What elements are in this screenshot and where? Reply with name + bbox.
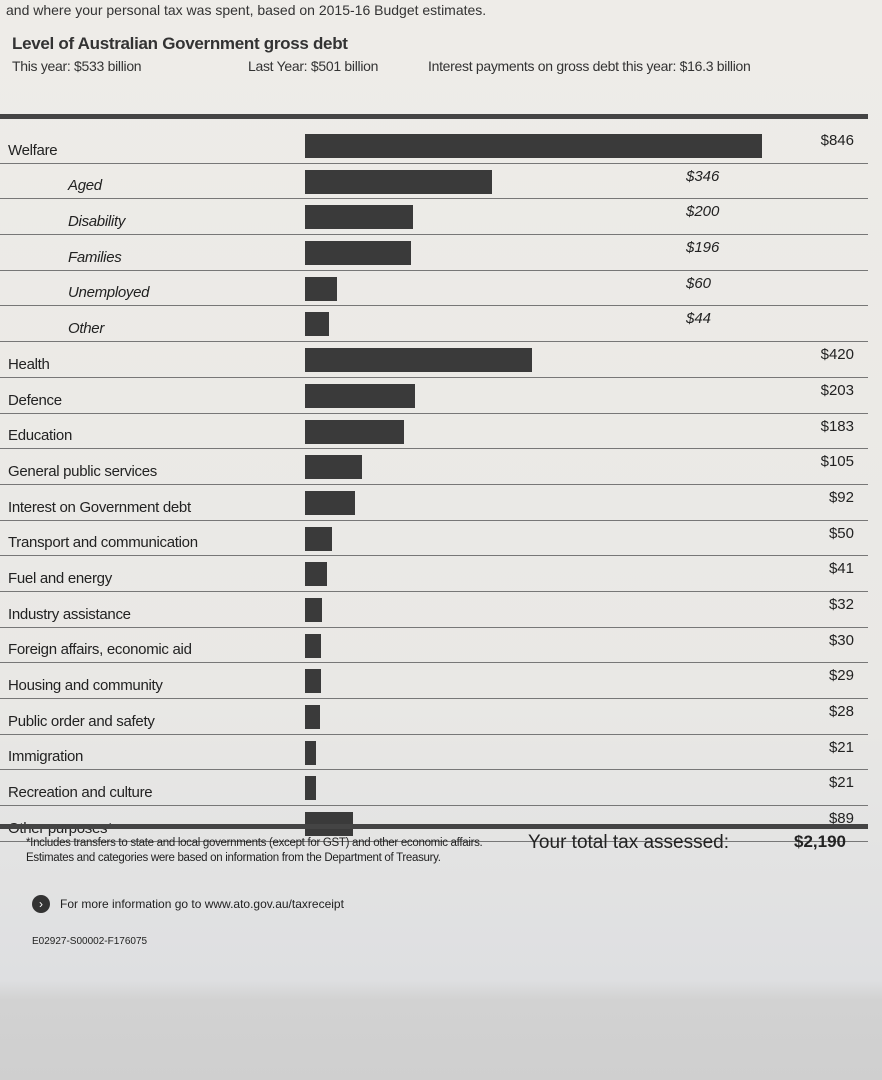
category-label: Industry assistance (8, 605, 131, 623)
chart-row: General public services $105 (0, 449, 868, 485)
value-label: $846 (820, 132, 854, 149)
debt-this-year: This year: $533 billion (12, 58, 142, 74)
chart-row: Defence $203 (0, 378, 868, 414)
value-label: $21 (828, 738, 854, 756)
spending-bar-chart: Welfare $846 Aged $346 Disability $200 Familie… (0, 128, 868, 842)
value-label: $50 (828, 524, 854, 542)
bar (305, 134, 762, 158)
category-label: Public order and safety (8, 712, 155, 730)
category-label: Recreation and culture (8, 784, 153, 802)
total-value: $2,190 (794, 832, 846, 851)
bar (305, 205, 414, 230)
category-label: Foreign affairs, economic aid (8, 641, 192, 659)
category-label: General public services (8, 462, 158, 480)
bar (305, 455, 362, 480)
more-info-text: For more information go to www.ato.gov.a… (60, 897, 344, 911)
value-label: $44 (686, 310, 712, 328)
chart-row: Foreign affairs, economic aid $30 (0, 628, 868, 664)
category-label: Other (68, 320, 105, 338)
chart-row: Other $44 (0, 306, 868, 343)
category-label: Aged (68, 177, 102, 195)
value-label: $183 (820, 417, 854, 435)
chart-row: Education $183 (0, 414, 868, 450)
value-label: $32 (828, 595, 854, 613)
chart-row: Immigration $21 (0, 735, 868, 771)
bar (305, 419, 404, 444)
bottom-rule (0, 824, 868, 829)
bar (305, 562, 328, 587)
value-label: $346 (686, 167, 720, 185)
category-label: Families (68, 248, 122, 266)
debt-title: Level of Australian Government gross deb… (12, 34, 348, 53)
bar (305, 740, 317, 765)
bar (305, 241, 411, 266)
bar (305, 776, 317, 801)
footnote-line-1: *Includes transfers to state and local g… (26, 837, 483, 849)
total-label: Your total tax assessed: (528, 832, 730, 853)
chart-row: Fuel and energy $41 (0, 556, 868, 592)
intro-text: and where your personal tax was spent, b… (6, 2, 487, 18)
category-label: Health (8, 355, 50, 373)
chart-row: Welfare $846 (0, 128, 868, 164)
value-label: $105 (820, 453, 854, 471)
chart-row: Public order and safety $28 (0, 699, 868, 735)
bar (305, 669, 321, 694)
value-label: $41 (828, 560, 854, 578)
chart-row: Recreation and culture $21 (0, 770, 868, 807)
bar (305, 169, 492, 194)
chart-row: Families $196 (0, 235, 868, 271)
category-label: Interest on Government debt (8, 498, 191, 516)
value-label: $21 (828, 774, 854, 792)
bar (305, 348, 532, 373)
chart-row: Interest on Government debt $92 (0, 485, 868, 521)
category-label: Immigration (8, 748, 84, 766)
value-label: $200 (686, 203, 720, 221)
value-label: $89 (828, 810, 854, 828)
more-info: › For more information go to www.ato.gov… (32, 895, 344, 913)
chart-row: Health $420 (0, 342, 868, 378)
bar (305, 526, 332, 551)
value-label: $196 (686, 239, 720, 257)
document-code: E02927-S00002-F176075 (32, 936, 148, 947)
chart-row: Transport and communication $50 (0, 521, 868, 557)
bar (305, 312, 329, 337)
top-rule (0, 114, 868, 119)
category-label: Housing and community (8, 677, 163, 694)
bar (305, 383, 415, 408)
bar (305, 276, 338, 301)
value-label: $29 (828, 667, 854, 685)
chart-row: Industry assistance $32 (0, 592, 868, 628)
category-label: Fuel and energy (8, 569, 112, 587)
category-label: Defence (8, 391, 62, 409)
value-label: $30 (828, 631, 854, 649)
chart-row: Unemployed $60 (0, 271, 868, 307)
debt-interest: Interest payments on gross debt this yea… (428, 58, 751, 74)
category-label: Transport and communication (8, 534, 198, 552)
value-label: $203 (820, 381, 854, 399)
value-label: $60 (686, 274, 712, 292)
value-label: $420 (820, 346, 854, 364)
footnote: *Includes transfers to state and local g… (26, 836, 483, 866)
chart-row: Disability $200 (0, 199, 868, 236)
footnote-line-2: Estimates and categories were based on i… (26, 852, 441, 864)
bar (305, 597, 323, 622)
value-label: $92 (828, 488, 854, 506)
category-label: Welfare (8, 141, 58, 159)
bar (305, 633, 322, 658)
bar (305, 490, 355, 515)
debt-last-year: Last Year: $501 billion (248, 58, 379, 74)
chevron-right-icon: › (32, 895, 50, 913)
bar (305, 705, 321, 729)
chart-row: Housing and community $29 (0, 663, 868, 699)
category-label: Unemployed (68, 284, 150, 302)
value-label: $28 (828, 703, 854, 720)
category-label: Disability (68, 213, 126, 231)
category-label: Education (8, 427, 73, 445)
chart-row: Aged $346 (0, 164, 868, 200)
